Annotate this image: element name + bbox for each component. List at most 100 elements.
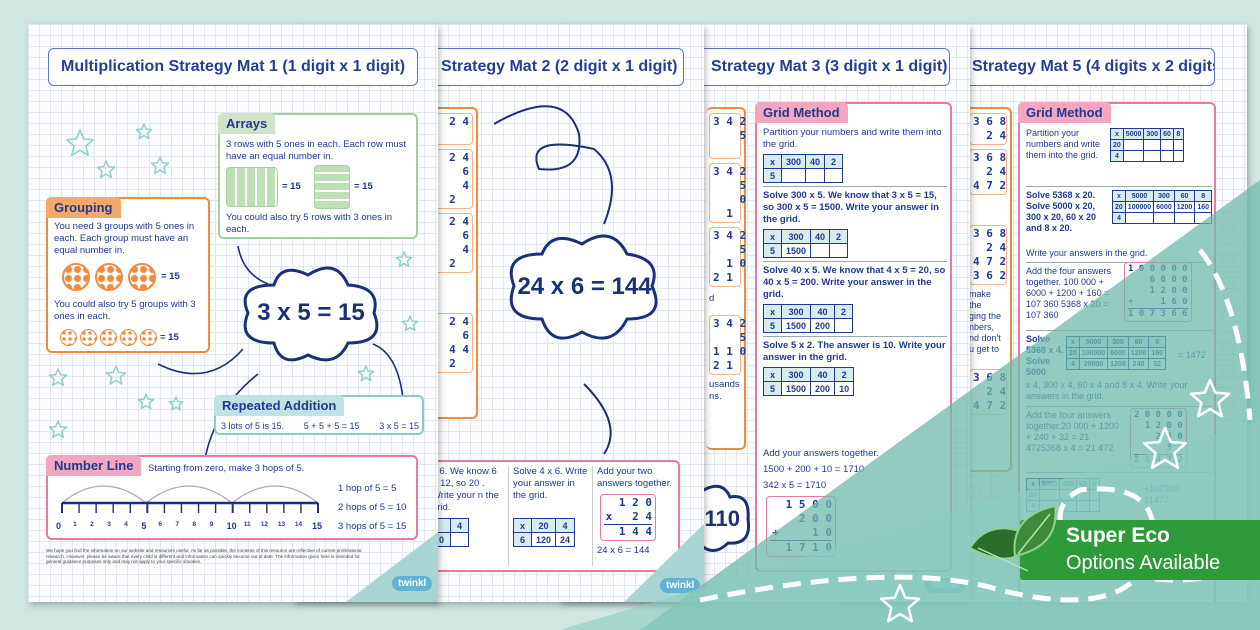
grid-step: Solve 300 x 5. We know that 3 x 5 = 15, … xyxy=(763,190,947,262)
banner-subtitle: Options Available xyxy=(1066,552,1221,574)
grid-cell: 8 xyxy=(1088,478,1100,490)
grid-cell: 1200 xyxy=(1127,347,1150,359)
group-circle-icon xyxy=(140,329,157,346)
decorative-stars xyxy=(48,123,419,439)
star-icon xyxy=(150,156,170,175)
grid-method-heading: Grid Method xyxy=(755,102,848,123)
grid-cell: 1500 xyxy=(780,318,812,333)
sum-row: 1 7 1 0 xyxy=(770,540,832,555)
column-block: 3 6 8 2 4 4 7 2 xyxy=(969,149,1007,195)
grid-cell: x xyxy=(1110,128,1124,140)
group-circle-icon xyxy=(128,263,156,291)
result-line: 342 x 5 = 1710 xyxy=(763,480,827,491)
tick-label: 6 xyxy=(158,521,163,528)
grid-cell xyxy=(1088,500,1100,512)
array-equals: = 15 xyxy=(282,181,301,192)
star-icon xyxy=(105,365,127,385)
grid-cell xyxy=(1143,139,1162,151)
grid-cell: 5 xyxy=(763,318,782,333)
grid-cell xyxy=(1124,212,1155,224)
twinkl-logo: twinkl xyxy=(392,576,433,591)
partial-text: the xyxy=(969,300,982,310)
partial-text: make xyxy=(969,289,992,299)
grid-cell xyxy=(829,243,849,258)
grid-cell: 20000 xyxy=(1078,358,1109,370)
column-block: 3 4 2 5 1 1 0 2 1 xyxy=(709,315,746,375)
grid-cell xyxy=(805,168,826,183)
super-eco-banner[interactable]: Super Eco Options Available xyxy=(960,504,1260,582)
star-icon xyxy=(48,368,68,387)
group-circle-icon xyxy=(62,263,90,291)
column-block: 3 6 8 2 4 4 7 2 3 6 2 xyxy=(969,225,1007,285)
partial-text: ging the xyxy=(969,311,1002,321)
tick-label: 7 xyxy=(175,521,180,528)
column-block: 3 6 8 2 4 4 7 2 xyxy=(969,369,1007,415)
star-icon xyxy=(65,129,95,157)
partial-text: u get to xyxy=(969,344,1000,354)
corner-decoration xyxy=(346,532,438,602)
sum-row: 2 4 0 xyxy=(1134,432,1183,442)
grouping-equals: = 15 xyxy=(161,271,180,282)
grid-cell: 60 xyxy=(1173,190,1196,202)
grid-cell: 1200 xyxy=(1107,358,1129,370)
grid-cell: 2 xyxy=(834,367,855,382)
grid-cell: 300 xyxy=(780,229,812,244)
grid-cell: 240 xyxy=(1127,358,1150,370)
array-5x3-icon xyxy=(226,167,278,207)
hop-result: 2 hops of 5 = 10 xyxy=(338,502,407,513)
grid-table: x 300 40 2 5 1500 200 xyxy=(763,304,854,333)
grouping-box: Grouping You need 3 groups with 5 ones i… xyxy=(46,197,210,353)
tick-label: 2 xyxy=(90,521,94,528)
star-icon xyxy=(137,393,155,410)
tick-label: 4 xyxy=(124,521,128,528)
grid-cell xyxy=(1122,150,1145,162)
partial-text: nbers, xyxy=(969,322,995,332)
strategy-mat-1-sheet: Multiplication Strategy Mat 1 (1 digit x… xyxy=(28,24,438,602)
grid-cell xyxy=(1160,139,1174,151)
tick-label: 14 xyxy=(294,521,303,528)
partial-text: usands xyxy=(709,379,740,390)
leaf-icon xyxy=(968,504,1057,572)
tick-label: 9 xyxy=(209,521,214,528)
star-icon xyxy=(395,251,413,268)
repeated-addition-box: Repeated Addition 3 lots of 5 is 15. 5 +… xyxy=(214,395,424,435)
grid-cell: x xyxy=(763,154,782,169)
number-line xyxy=(61,485,319,513)
step-text: Solve 5368 x 4. Solve 5000 xyxy=(1026,334,1064,377)
grid-cell: x xyxy=(763,367,782,382)
grid-cell: 300 xyxy=(780,304,812,319)
grid-cell xyxy=(450,532,469,547)
partial-text: nd don't xyxy=(969,333,1001,343)
grid-cell xyxy=(1059,500,1078,512)
grid-cell: 40 xyxy=(810,304,836,319)
grid-cell: 300 xyxy=(1059,478,1078,490)
grid-cell: 120 xyxy=(530,532,557,547)
groups-of-five: = 15 xyxy=(62,263,180,291)
grid-cell: 160 xyxy=(1148,347,1166,359)
column-method-box: 3 4 2 5 3 4 2 5 0 1 3 4 2 5 1 0 2 1 d 3 … xyxy=(706,107,746,450)
sum-row: 2 0 0 0 0 xyxy=(1134,410,1183,420)
step-text: x 6. We know 6 = 12, so 20 . Write your … xyxy=(432,466,499,513)
banner-title: Super Eco xyxy=(1066,524,1170,547)
grid-cell xyxy=(834,318,854,333)
grid-cell: 40 xyxy=(810,229,831,244)
column-method-box: 3 6 8 2 4 3 6 8 2 4 4 7 2 3 6 8 2 4 4 7 … xyxy=(966,107,1012,472)
grid-cell xyxy=(1173,212,1196,224)
star-icon xyxy=(135,123,153,140)
grid-cell: 40 xyxy=(810,367,836,382)
grid-cell xyxy=(810,243,831,258)
sum-line: 1500 + 200 + 10 = 1710 xyxy=(763,464,865,475)
equation-cloud: 3 x 5 = 15 xyxy=(236,257,386,369)
grid-method-box: Grid Method Partition your numbers and w… xyxy=(755,102,952,572)
sum-row: 2 0 0 xyxy=(772,512,832,525)
array-equals: = 15 xyxy=(354,181,373,192)
grid-cell: 100000 xyxy=(1078,347,1109,359)
grid-cell: 5000 xyxy=(1038,478,1061,490)
grid-cell: x xyxy=(1112,190,1126,202)
grid-cell: 6000 xyxy=(1153,201,1175,213)
sum-row: 3 2 xyxy=(1134,443,1183,453)
faded-note: 21472 xyxy=(1144,495,1170,505)
grid-cell: 5 xyxy=(763,381,782,396)
group-circle-icon xyxy=(60,329,77,346)
